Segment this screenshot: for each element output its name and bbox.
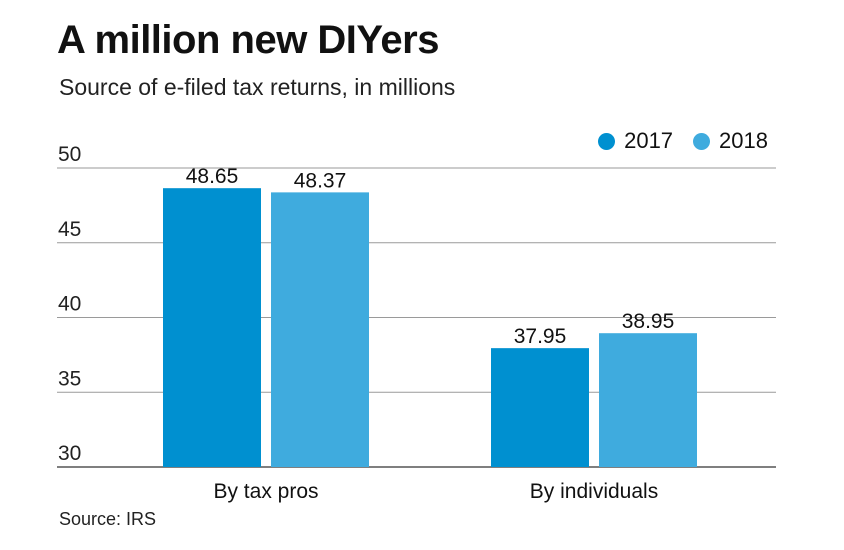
bar-2017-0 [163, 188, 261, 467]
data-label-2018-0: 48.37 [294, 169, 347, 192]
bar-2018-0 [271, 192, 369, 467]
y-tick-label-45: 45 [58, 218, 81, 241]
x-tick-label-1: By individuals [530, 480, 658, 503]
legend-item-2017: 2017 [598, 128, 673, 154]
y-tick-label-30: 30 [58, 442, 81, 465]
legend-label-2017: 2017 [624, 128, 674, 153]
legend-label-2018: 2018 [719, 128, 768, 153]
chart-title: A million new DIYers [57, 18, 439, 62]
y-tick-label-35: 35 [58, 367, 81, 390]
data-label-2018-1: 38.95 [622, 310, 675, 333]
data-label-2017-1: 37.95 [514, 325, 567, 348]
data-label-2017-0: 48.65 [186, 165, 239, 188]
legend: 2017 2018 [578, 128, 768, 154]
legend-swatch-2018 [693, 132, 711, 150]
source-note: Source: IRS [59, 509, 157, 529]
legend-item-2018: 2018 [693, 128, 768, 154]
x-tick-label-0: By tax pros [213, 480, 318, 503]
chart-subtitle: Source of e-filed tax returns, in millio… [59, 74, 456, 100]
y-tick-label-50: 50 [58, 143, 81, 166]
bar-2018-1 [599, 333, 697, 467]
legend-swatch-2017 [598, 132, 616, 150]
y-tick-label-40: 40 [58, 293, 81, 316]
bar-2017-1 [491, 348, 589, 467]
